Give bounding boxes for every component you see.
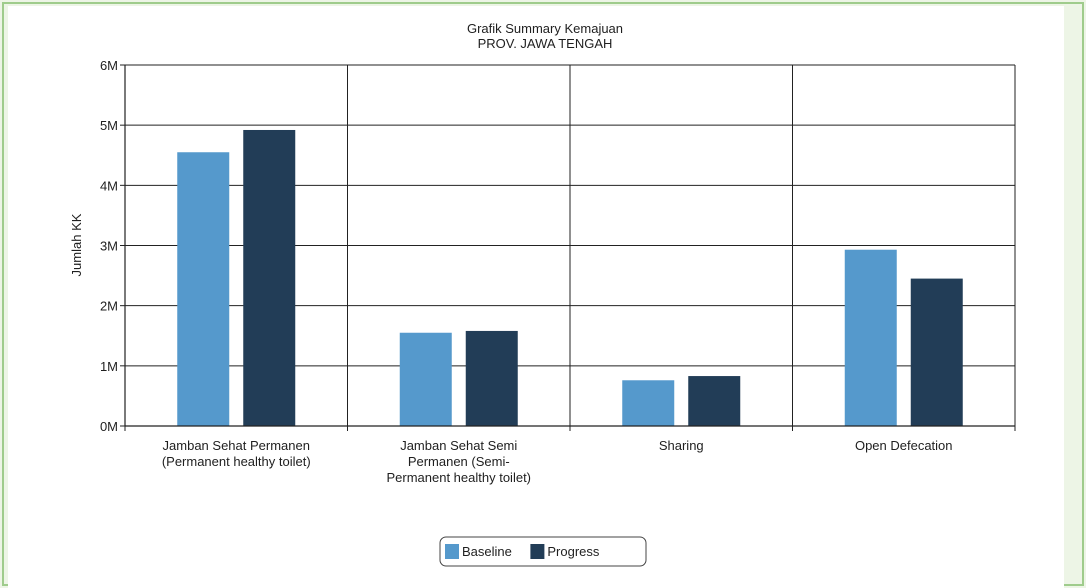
x-category-label: Sharing — [659, 438, 704, 453]
x-category-label-line: Permanent healthy toilet) — [386, 470, 531, 485]
y-tick-label: 4M — [100, 178, 118, 193]
bar-progress-1 — [243, 129, 296, 427]
y-tick-label: 0M — [100, 419, 118, 434]
bar-baseline-4 — [844, 249, 897, 426]
y-axis-label: Jumlah KK — [69, 213, 84, 276]
y-tick-label: 2M — [100, 299, 118, 314]
chart-title: Grafik Summary Kemajuan — [467, 21, 623, 36]
legend-label-progress: Progress — [547, 544, 600, 559]
legend-swatch-baseline — [445, 544, 459, 559]
x-category-label-line: Jamban Sehat Semi — [400, 438, 517, 453]
x-category-label-line: Sharing — [659, 438, 704, 453]
y-tick-label: 1M — [100, 359, 118, 374]
x-category-label-line: Permanen (Semi- — [408, 454, 510, 469]
x-category-label-line: Open Defecation — [855, 438, 953, 453]
x-category-label-line: (Permanent healthy toilet) — [162, 454, 311, 469]
bar-progress-3 — [688, 376, 741, 426]
bar-progress-4 — [910, 278, 963, 426]
y-tick-label: 6M — [100, 58, 118, 73]
y-tick-label: 3M — [100, 239, 118, 254]
legend-label-baseline: Baseline — [462, 544, 512, 559]
axis-layer: 0M 1M 2M 3M 4M 5M 6M Jamban Sehat Permanen (Perm… — [100, 58, 1015, 485]
bar-baseline-2 — [399, 332, 452, 426]
legend-swatch-progress — [530, 544, 545, 559]
bar-baseline-1 — [177, 152, 230, 426]
x-category-label: Open Defecation — [855, 438, 953, 453]
x-category-label: Jamban Sehat Permanen (Permanent healthy … — [162, 438, 311, 469]
bar-progress-2 — [465, 330, 518, 426]
x-category-label-line: Jamban Sehat Permanen — [163, 438, 310, 453]
legend: Baseline Progress — [439, 536, 647, 567]
x-category-label: Jamban Sehat Semi Permanen (Semi-Permanen… — [386, 438, 531, 485]
chart-subtitle: PROV. JAWA TENGAH — [478, 36, 613, 51]
bar-baseline-3 — [622, 380, 675, 426]
bars-layer — [177, 129, 963, 427]
y-tick-label: 5M — [100, 118, 118, 133]
